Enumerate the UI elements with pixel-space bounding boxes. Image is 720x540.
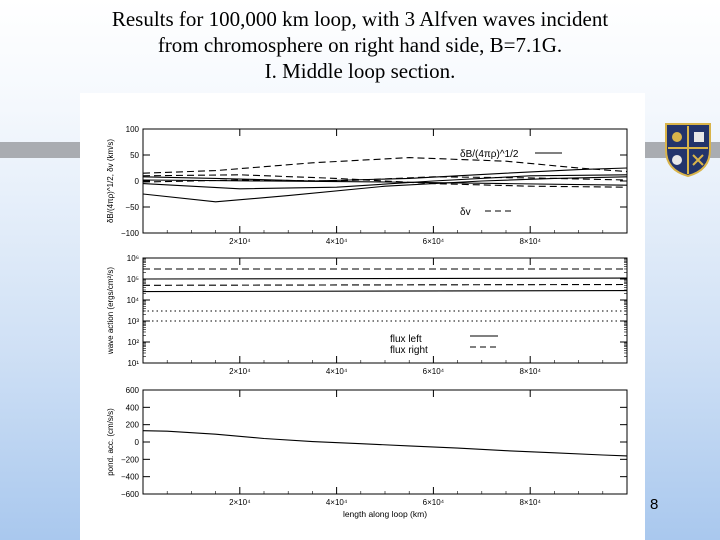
legend-entry: flux right	[390, 345, 428, 356]
x-tick-label: 6×10⁴	[423, 367, 445, 376]
y-tick-label: 0	[135, 177, 140, 186]
x-tick-label: 8×10⁴	[519, 498, 541, 507]
x-tick-label: 6×10⁴	[423, 237, 445, 246]
y-tick-label: −600	[121, 490, 140, 499]
y-tick-label: 50	[130, 151, 139, 160]
slide-title: Results for 100,000 km loop, with 3 Alfv…	[0, 6, 720, 84]
title-line-2: from chromosphere on right hand side, B=…	[157, 33, 563, 57]
y-tick-label: −50	[125, 203, 139, 212]
legend-entry: δB/(4πρ)^1/2	[460, 149, 519, 160]
x-tick-label: 4×10⁴	[326, 237, 348, 246]
series-line-4	[142, 174, 628, 188]
y-tick-label: 0	[135, 438, 140, 447]
y-tick-label: 10¹	[127, 359, 139, 368]
decorative-band-left	[0, 142, 80, 158]
x-tick-label: 4×10⁴	[326, 498, 348, 507]
y-tick-label: 200	[126, 421, 140, 430]
y-tick-label: −400	[121, 473, 140, 482]
series-line-3	[142, 283, 628, 286]
y-tick-label: 400	[126, 403, 140, 412]
y-tick-label: 10²	[127, 338, 139, 347]
y-tick-label: 10⁶	[127, 254, 139, 263]
panel-ponderomotive-acceleration: 600 400 200 0 −200 −400 −600 2×10⁴ 4×10⁴ 6×10⁴ 8×1…	[106, 386, 628, 519]
x-tick-label: 2×10⁴	[229, 367, 251, 376]
y-tick-label: 10⁴	[127, 296, 140, 305]
legend-entry: flux left	[390, 334, 422, 345]
panel-wave-action: 10⁶ 10⁵ 10⁴ 10³ 10² 10¹ 2×10⁴ 4×10⁴ 6×10⁴ 8×10⁴ wa…	[106, 254, 628, 376]
title-line-1: Results for 100,000 km loop, with 3 Alfv…	[111, 7, 609, 31]
x-tick-label: 4×10⁴	[326, 367, 348, 376]
series-line-4	[142, 290, 628, 293]
x-tick-label: 8×10⁴	[519, 237, 541, 246]
x-tick-label: 8×10⁴	[519, 367, 541, 376]
y-tick-label: 600	[126, 386, 140, 395]
crest-logo-icon	[665, 123, 711, 178]
series-line-2	[142, 277, 628, 280]
y-axis-label: wave action (ergs/cm²/s)	[106, 267, 115, 355]
series-line-1	[142, 157, 628, 174]
x-tick-label: 2×10⁴	[229, 237, 251, 246]
y-axis-label: pond. acc. (cm/s/s)	[106, 408, 115, 476]
figure: 100 50 0 −50 −100 2×10⁴ 4×10⁴ 6×10⁴ 8×10⁴ δB/(4πρ…	[80, 93, 645, 540]
x-tick-label: 2×10⁴	[229, 498, 251, 507]
series-line-7	[142, 179, 628, 186]
x-tick-label: 6×10⁴	[423, 498, 445, 507]
y-tick-label: −100	[121, 229, 140, 238]
x-axis-label: length along loop (km)	[343, 509, 427, 519]
y-tick-label: −200	[121, 455, 140, 464]
series-line-3	[142, 174, 628, 190]
legend-entry: δv	[460, 207, 471, 218]
results-figure: 100 50 0 −50 −100 2×10⁴ 4×10⁴ 6×10⁴ 8×10⁴ δB/(4πρ…	[106, 125, 628, 519]
y-axis-label: δB/(4πρ)^1/2, δv (km/s)	[106, 139, 115, 223]
page-number: 8	[650, 496, 659, 513]
plot-frame	[142, 389, 628, 495]
title-line-3: I. Middle loop section.	[264, 59, 456, 83]
y-tick-label: 100	[126, 125, 140, 134]
y-tick-label: 10⁵	[127, 275, 139, 284]
series-line-1	[142, 430, 628, 457]
y-tick-label: 10³	[127, 317, 139, 326]
panel-wave-amplitude: 100 50 0 −50 −100 2×10⁴ 4×10⁴ 6×10⁴ 8×10⁴ δB/(4πρ…	[106, 125, 628, 246]
